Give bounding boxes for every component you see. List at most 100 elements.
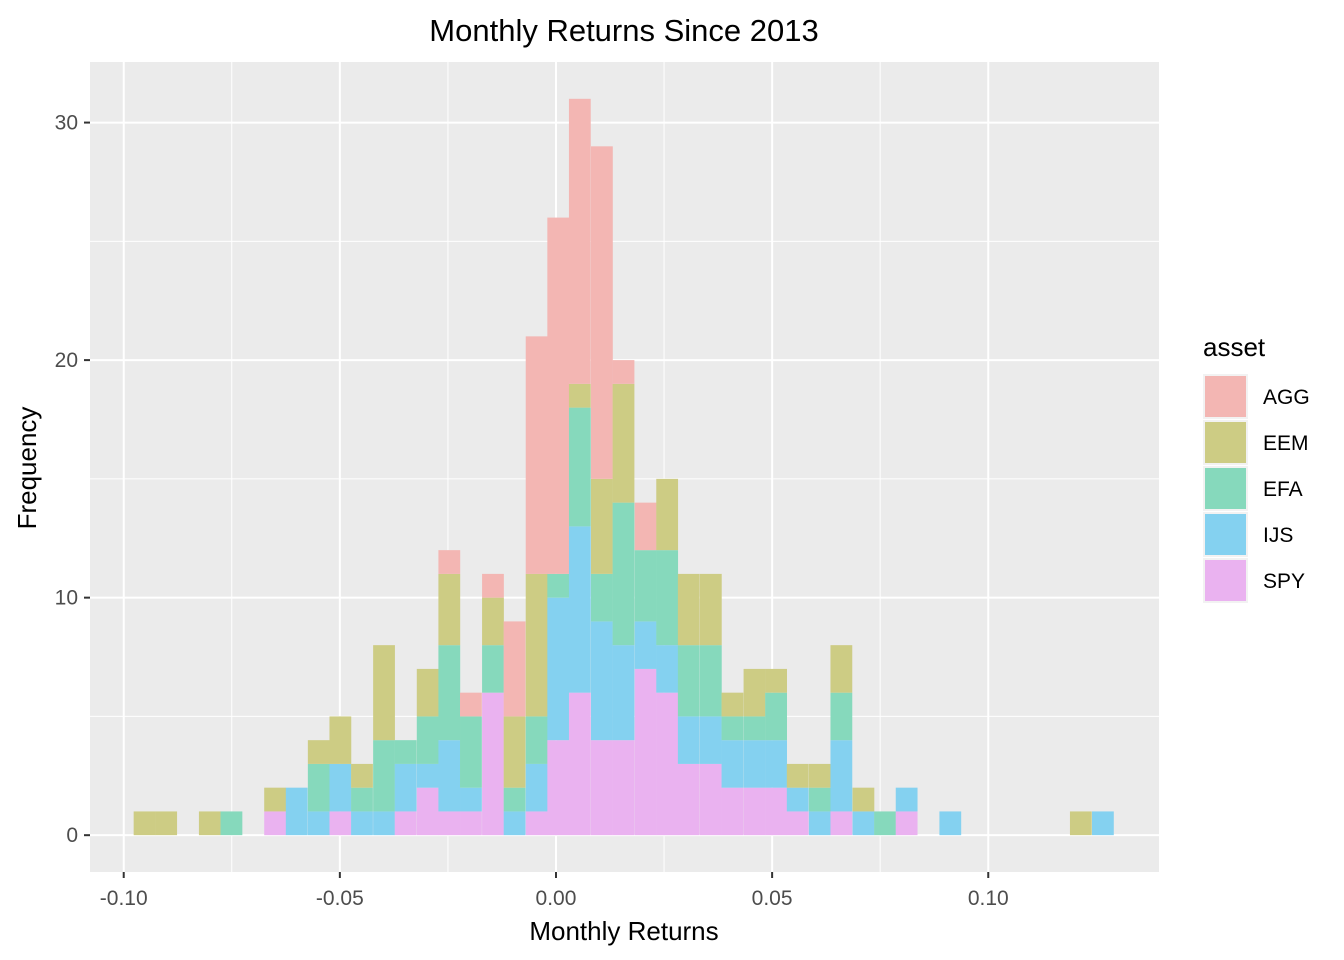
bar-segment-eem — [590, 478, 613, 574]
bar-segment-agg — [503, 621, 526, 717]
bar-segment-eem — [329, 716, 352, 764]
bar-segment-agg — [482, 573, 504, 598]
bar-segment-agg — [438, 550, 461, 574]
bar-segment-ijs — [765, 740, 787, 788]
legend-key-agg — [1205, 376, 1246, 417]
bar-segment-ijs — [285, 787, 308, 836]
bar-segment-ijs — [743, 740, 766, 788]
bar-segment-spy — [438, 811, 461, 836]
bar-segment-spy — [656, 692, 679, 836]
bar-segment-spy — [460, 811, 482, 836]
legend-key-spy — [1205, 560, 1246, 601]
bar-segment-efa — [307, 763, 330, 812]
bar-segment-agg — [547, 217, 570, 574]
bar-segment-spy — [329, 811, 352, 836]
bar-segment-spy — [634, 668, 657, 836]
x-tick-label: 0.10 — [968, 887, 1009, 910]
bar-segment-ijs — [612, 645, 635, 741]
bar-segment-efa — [568, 407, 591, 527]
bar-segment-ijs — [373, 811, 395, 836]
bar-segment-efa — [416, 716, 439, 764]
bar-segment-efa — [482, 645, 504, 693]
bar-segment-spy — [699, 763, 722, 836]
x-tick-label: 0.05 — [752, 887, 793, 910]
bar-segment-eem — [525, 573, 548, 717]
bar-segment-efa — [874, 811, 896, 836]
bar-segment-efa — [765, 692, 787, 741]
bar-segment-spy — [482, 692, 504, 836]
bar-segment-ijs — [634, 621, 657, 669]
bar-segment-spy — [525, 811, 548, 836]
bar-segment-spy — [830, 811, 853, 836]
bar-segment-spy — [264, 811, 286, 836]
bar-segment-efa — [525, 716, 548, 764]
bar-segment-agg — [590, 146, 613, 479]
bar-segment-efa — [547, 573, 570, 598]
bar-segment-efa — [743, 716, 766, 741]
bar-segment-spy — [568, 692, 591, 836]
bar-segment-ijs — [939, 811, 962, 836]
bar-segment-ijs — [699, 716, 722, 764]
bar-segment-eem — [1069, 811, 1092, 836]
y-tick-label: 10 — [55, 587, 78, 610]
bar-segment-eem — [721, 692, 744, 717]
bar-segment-ijs — [503, 811, 526, 836]
bar-segment-ijs — [438, 740, 461, 812]
legend-key-ijs — [1205, 514, 1246, 555]
legend-label: SPY — [1263, 570, 1305, 593]
bar-segment-efa — [220, 811, 243, 836]
x-axis-title: Monthly Returns — [529, 916, 718, 946]
bar-segment-eem — [198, 811, 221, 836]
y-tick-label: 30 — [55, 112, 78, 135]
y-tick-label: 0 — [66, 824, 78, 847]
bar-segment-spy — [590, 740, 613, 836]
legend-key-eem — [1205, 422, 1246, 463]
bar-segment-ijs — [547, 597, 570, 741]
bar-segment-ijs — [786, 787, 809, 812]
bar-segment-eem — [656, 478, 679, 551]
bar-segment-eem — [155, 811, 178, 836]
bar-segment-eem — [264, 787, 286, 812]
legend: asset AGG EEM EFA IJS SPY — [1203, 332, 1310, 603]
legend-label: EEM — [1263, 432, 1309, 455]
bar-segment-efa — [612, 502, 635, 646]
bar-segment-spy — [416, 787, 439, 836]
bar-segment-eem — [307, 740, 330, 764]
bar-segment-efa — [808, 787, 831, 812]
bar-segment-efa — [830, 692, 853, 741]
bar-segment-spy — [394, 811, 417, 836]
bar-segment-spy — [547, 740, 570, 836]
bar-segment-ijs — [525, 763, 548, 812]
bar-segment-ijs — [416, 763, 439, 788]
bar-segment-eem — [808, 763, 831, 788]
legend-label: IJS — [1263, 524, 1293, 547]
x-axis: -0.10 -0.05 0.00 0.05 0.10 — [100, 872, 1009, 910]
bar-segment-eem — [438, 573, 461, 646]
bar-segment-efa — [721, 716, 744, 741]
bar-segment-spy — [612, 740, 635, 836]
bar-segment-agg — [525, 336, 548, 574]
bar-segment-eem — [482, 597, 504, 646]
bar-segment-eem — [133, 811, 156, 836]
x-tick-label: -0.05 — [316, 887, 364, 910]
x-tick-label: -0.10 — [100, 887, 148, 910]
bar-segment-agg — [568, 98, 591, 384]
bar-segment-ijs — [895, 787, 918, 812]
bar-segment-efa — [460, 716, 482, 788]
bar-segment-ijs — [329, 763, 352, 812]
bar-segment-spy — [786, 811, 809, 836]
bar-segment-spy — [677, 763, 700, 836]
y-tick-label: 20 — [55, 349, 78, 372]
bar-segment-ijs — [656, 645, 679, 693]
bar-segment-spy — [895, 811, 918, 836]
bar-segment-ijs — [460, 787, 482, 812]
y-axis-title: Frequency — [12, 407, 42, 530]
bar-segment-ijs — [307, 811, 330, 836]
bar-segment-ijs — [830, 740, 853, 812]
bar-segment-eem — [830, 645, 853, 693]
bar-segment-eem — [373, 645, 395, 741]
bar-segment-ijs — [808, 811, 831, 836]
bar-segment-eem — [416, 668, 439, 717]
bar-segment-ijs — [1091, 811, 1114, 836]
